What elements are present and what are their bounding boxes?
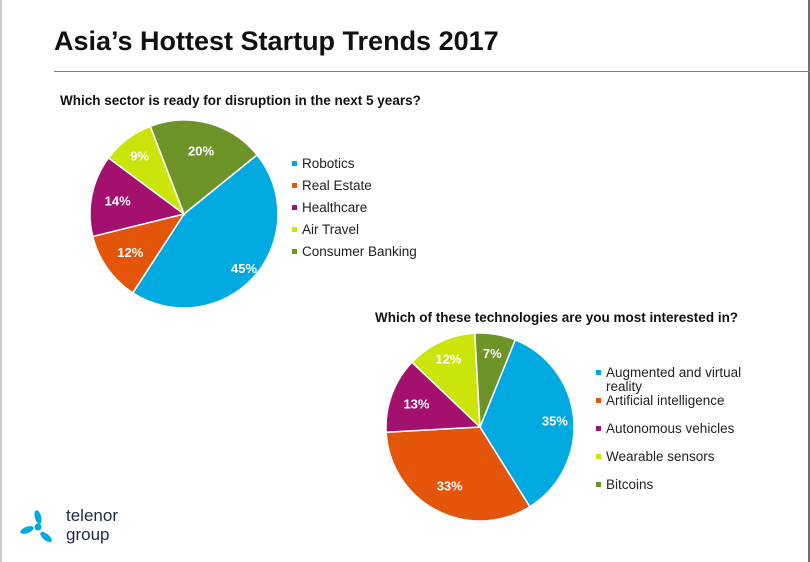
- pie1-data-label: 45%: [231, 261, 257, 276]
- title-underline: [54, 71, 810, 72]
- telenor-propeller-icon: [20, 510, 52, 543]
- pie2-data-label: 7%: [483, 346, 502, 361]
- chart-2-legend: Augmented and virtual reality Artificial …: [596, 366, 776, 506]
- pie2-slice-autonomous-vehicles: [385, 361, 482, 434]
- pie2-slice-artificial-intelligence: [385, 426, 531, 522]
- legend-swatch: [596, 398, 601, 403]
- legend-label: Air Travel: [302, 222, 360, 237]
- pie1-data-label: 20%: [188, 143, 214, 158]
- legend-swatch: [292, 227, 297, 232]
- legend-label: Bitcoins: [606, 477, 654, 492]
- legend-label: Wearable sensors: [606, 449, 715, 464]
- legend-label: Robotics: [302, 156, 355, 171]
- pie1-slice-real-estate: [91, 212, 186, 294]
- legend-swatch: [596, 454, 601, 459]
- pie2-data-label: 35%: [542, 413, 568, 428]
- logo-line-1: telenor: [66, 506, 118, 525]
- chart-1-legend: Robotics Real Estate Healthcare Air Travel C…: [292, 157, 452, 267]
- pie1-data-label: 12%: [117, 245, 143, 260]
- legend-swatch: [292, 161, 297, 166]
- legend-label: Consumer Banking: [302, 244, 417, 259]
- pie1-slice-consumer-banking: [149, 119, 259, 216]
- chart-2-title: Which of these technologies are you most…: [375, 310, 739, 325]
- legend-label: Autonomous vehicles: [606, 421, 735, 436]
- legend-swatch: [596, 482, 601, 487]
- legend-swatch: [292, 249, 297, 254]
- legend-label: Healthcare: [302, 200, 368, 215]
- legend-swatch: [292, 205, 297, 210]
- logo-line-2: group: [66, 525, 110, 544]
- logo-wordmark: telenor group: [66, 506, 118, 544]
- legend-swatch: [292, 183, 297, 188]
- pie1-slice-robotics: [131, 153, 279, 309]
- chart-1-title: Which sector is ready for disruption in …: [60, 93, 421, 108]
- pie1-data-label: 9%: [130, 149, 149, 164]
- pie1-slice-healthcare: [89, 156, 186, 238]
- pie2-slice-wearable-sensors: [410, 332, 481, 429]
- left-edge: [0, 0, 2, 562]
- right-edge: [808, 0, 810, 562]
- pie2-data-label: 33%: [437, 478, 463, 493]
- legend-label: Augmented and virtual reality: [606, 365, 742, 394]
- slide-title: Asia’s Hottest Startup Trends 2017: [54, 26, 499, 56]
- pie2-slice-augmented-and-virtual-reality: [479, 338, 575, 508]
- legend-label: Artificial intelligence: [606, 393, 725, 408]
- pie2-data-label: 12%: [435, 352, 461, 367]
- pie1-data-label: 14%: [105, 194, 131, 209]
- legend-label: Real Estate: [302, 178, 372, 193]
- legend-swatch: [596, 370, 601, 375]
- pie2-slice-bitcoins: [473, 332, 517, 428]
- telenor-logo: telenor group: [18, 506, 138, 550]
- legend-swatch: [596, 426, 601, 431]
- pie2-data-label: 13%: [403, 397, 429, 412]
